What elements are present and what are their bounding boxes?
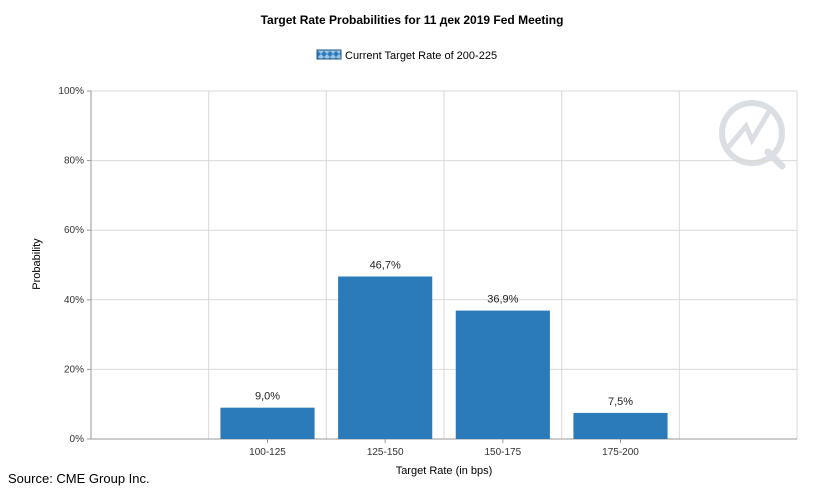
x-tick-label: 125-150 (367, 447, 404, 458)
legend-label: Current Target Rate of 200-225 (345, 50, 497, 62)
x-tick-label: 175-200 (602, 447, 639, 458)
plot-area: 0% 20% 40% 60% 80% 100% 100-125 9,0% 125-150 46,7… (58, 86, 798, 458)
y-tick-label: 60% (64, 225, 84, 236)
y-tick-label: 80% (64, 156, 84, 167)
y-tick-label: 40% (64, 295, 84, 306)
bar (455, 310, 550, 439)
x-axis-label: Target Rate (in bps) (396, 465, 493, 477)
bar (220, 407, 315, 439)
bar-value-label: 46,7% (370, 259, 401, 271)
y-tick-label: 0% (70, 434, 85, 445)
bar-value-label: 7,5% (608, 396, 633, 408)
legend[interactable]: Current Target Rate of 200-225 (316, 49, 497, 62)
y-tick-label: 20% (64, 364, 84, 375)
legend-swatch (316, 49, 342, 60)
chart-title: Target Rate Probabilities for 11 дек 201… (261, 13, 564, 27)
watermark-logo (719, 100, 786, 170)
bar (573, 412, 668, 439)
bar-value-label: 9,0% (255, 391, 280, 403)
bar-value-label: 36,9% (487, 294, 518, 306)
x-tick-label: 150-175 (484, 447, 521, 458)
x-tick-label: 100-125 (249, 447, 286, 458)
bar (338, 276, 433, 439)
y-axis-label: Probability (31, 238, 43, 290)
y-tick-label: 100% (58, 86, 84, 97)
source-note: Source: CME Group Inc. (8, 471, 150, 486)
